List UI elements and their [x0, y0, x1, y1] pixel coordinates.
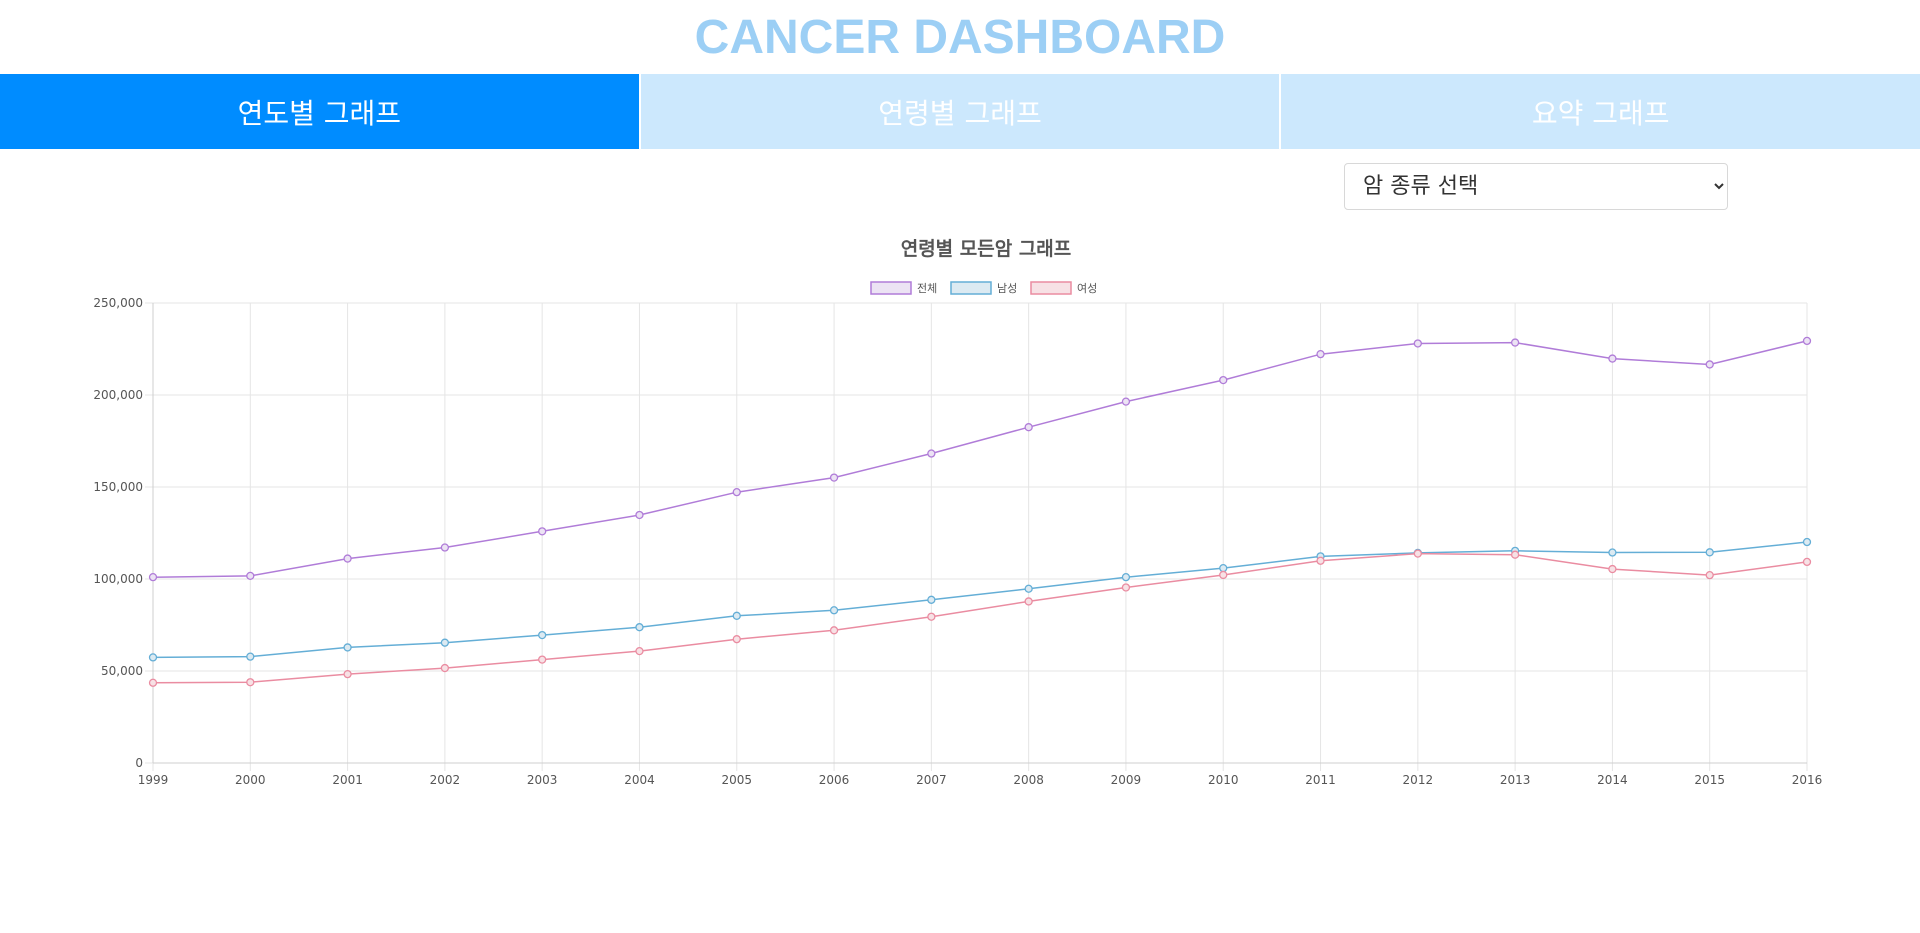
x-tick-label: 2002 — [430, 773, 461, 787]
y-tick-label: 200,000 — [93, 388, 143, 402]
x-tick-label: 2001 — [332, 773, 363, 787]
legend-swatch — [870, 281, 912, 295]
legend-item: 전체 — [870, 281, 937, 295]
data-point — [148, 678, 158, 687]
tab-bar: 연도별 그래프 연령별 그래프 요약 그래프 — [0, 74, 1920, 149]
data-point — [148, 653, 158, 662]
x-tick-label: 2010 — [1208, 773, 1239, 787]
x-tick-label: 2009 — [1111, 773, 1142, 787]
data-point — [732, 611, 741, 620]
y-tick-label: 0 — [135, 756, 143, 770]
data-point — [1802, 557, 1812, 567]
series-line — [152, 340, 1808, 578]
legend-swatch — [1030, 281, 1072, 295]
series-line — [152, 552, 1808, 684]
data-point — [1802, 336, 1812, 346]
data-point — [1802, 537, 1812, 547]
data-point — [732, 488, 741, 497]
data-point — [829, 606, 839, 615]
data-point — [1705, 360, 1714, 369]
data-point — [343, 643, 352, 652]
cancer-type-select-wrapper: 암 종류 선택 — [1344, 163, 1728, 210]
data-point — [246, 571, 255, 581]
tab-age-graph[interactable]: 연령별 그래프 — [640, 74, 1282, 149]
data-point — [1316, 350, 1325, 359]
data-point — [440, 543, 450, 552]
x-tick-label: 2015 — [1694, 773, 1725, 787]
legend-label: 남성 — [997, 282, 1017, 295]
legend-item: 여성 — [1030, 281, 1097, 295]
x-tick-label: 2000 — [235, 773, 266, 787]
data-point — [246, 652, 255, 661]
data-point — [148, 573, 158, 582]
data-point — [927, 595, 936, 604]
data-point — [1219, 375, 1228, 385]
x-tick-label: 2006 — [819, 773, 850, 787]
x-tick-label: 2003 — [527, 773, 558, 787]
data-point — [635, 623, 644, 632]
data-point — [1608, 548, 1617, 557]
data-point — [1121, 397, 1131, 406]
data-point — [1608, 564, 1617, 574]
legend-label: 전체 — [917, 282, 937, 295]
data-point — [343, 554, 352, 563]
data-point — [1219, 563, 1228, 573]
legend-label: 여성 — [1077, 282, 1097, 295]
data-point — [1510, 338, 1520, 347]
x-tick-label: 2005 — [721, 773, 752, 787]
data-point — [440, 663, 450, 673]
data-point — [1705, 570, 1714, 580]
y-tick-label: 150,000 — [93, 480, 143, 494]
data-point — [732, 635, 741, 644]
legend-item: 남성 — [950, 281, 1017, 295]
data-point — [927, 612, 936, 621]
data-point — [1024, 584, 1033, 593]
data-point — [1705, 548, 1714, 557]
x-tick-label: 2012 — [1403, 773, 1434, 787]
tab-label: 연도별 그래프 — [237, 96, 402, 130]
legend-swatch — [950, 281, 992, 295]
data-point — [343, 669, 352, 679]
data-point — [829, 473, 839, 482]
tab-label: 연령별 그래프 — [878, 96, 1042, 130]
data-point — [440, 638, 450, 647]
data-point — [538, 527, 547, 536]
tab-yearly-graph[interactable]: 연도별 그래프 — [0, 74, 641, 149]
x-tick-label: 2016 — [1792, 773, 1823, 787]
data-point — [1024, 423, 1033, 432]
page-title: CANCER DASHBOARD — [694, 11, 1226, 64]
data-point — [1121, 573, 1131, 582]
data-point — [538, 630, 547, 640]
data-point — [1413, 339, 1422, 348]
series-line — [152, 541, 1808, 659]
y-tick-label: 250,000 — [93, 296, 143, 310]
data-point — [1510, 550, 1520, 559]
y-tick-label: 50,000 — [101, 664, 143, 678]
data-point — [1316, 556, 1325, 565]
data-point — [635, 646, 644, 656]
data-point — [1413, 549, 1422, 558]
x-tick-label: 1999 — [138, 773, 169, 787]
cancer-type-select[interactable]: 암 종류 선택 — [1344, 163, 1728, 210]
data-point — [1608, 354, 1617, 363]
data-point — [538, 655, 547, 664]
data-point — [1024, 597, 1033, 606]
x-tick-label: 2013 — [1500, 773, 1531, 787]
tab-label: 요약 그래프 — [1531, 96, 1670, 130]
x-tick-label: 2004 — [624, 773, 655, 787]
x-tick-label: 2008 — [1013, 773, 1044, 787]
y-tick-label: 100,000 — [93, 572, 143, 586]
x-tick-label: 2011 — [1305, 773, 1336, 787]
x-tick-label: 2014 — [1597, 773, 1628, 787]
data-point — [1219, 570, 1228, 580]
tab-summary-graph[interactable]: 요약 그래프 — [1281, 74, 1920, 149]
data-point — [1121, 583, 1131, 592]
chart-title: 연령별 모든암 그래프 — [901, 238, 1072, 260]
data-point — [635, 510, 644, 520]
data-point — [927, 449, 936, 458]
data-point — [246, 678, 255, 687]
x-tick-label: 2007 — [916, 773, 947, 787]
data-point — [829, 626, 839, 635]
